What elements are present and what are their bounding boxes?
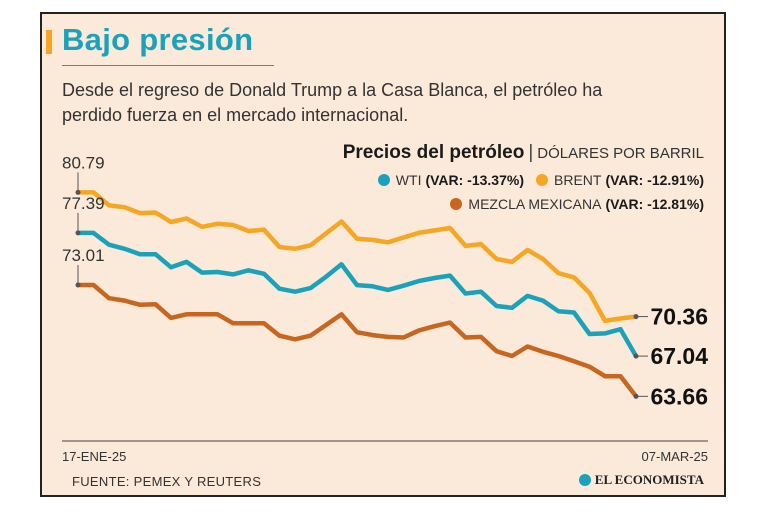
legend-label-brent: BRENT [554, 172, 602, 188]
legend-var-wti: (VAR: -13.37%) [425, 172, 524, 188]
brand-name: EL ECONOMISTA [594, 472, 704, 487]
legend-var-brent: (VAR: -12.91%) [605, 172, 704, 188]
oil-price-chart: 17-ENE-25 07-MAR-25 80.79 70.36 77.39 67.04 73… [62, 153, 708, 464]
end-value-wti: 67.04 [650, 343, 708, 369]
legend-label-mezcla: MEZCLA MEXICANA [468, 196, 602, 212]
start-value-brent: 80.79 [62, 153, 105, 172]
chart-heading: Precios del petróleo | DÓLARES POR BARRIL [343, 142, 704, 164]
title-underline [62, 65, 274, 66]
chart-heading-separator: | [528, 142, 534, 163]
series-line-brent [75, 190, 639, 324]
legend-row-2: MEZCLA MEXICANA (VAR: -12.81%) [438, 196, 704, 212]
legend-item-brent: BRENT (VAR: -12.91%) [536, 172, 704, 188]
chart-unit: DÓLARES POR BARRIL [537, 145, 704, 162]
end-value-brent: 70.36 [650, 304, 708, 330]
x-axis-end-label: 07-MAR-25 [642, 449, 708, 464]
legend-dot-mezcla [450, 198, 463, 210]
legend-item-mezcla: MEZCLA MEXICANA (VAR: -12.81%) [450, 196, 704, 212]
title-accent-bar [46, 30, 52, 54]
chart-title: Precios del petróleo [342, 142, 525, 163]
series-line-wti [75, 230, 639, 359]
brand-mark-icon [578, 474, 591, 486]
source-note: FUENTE: PEMEX Y REUTERS [72, 474, 262, 489]
legend-dot-brent [536, 174, 548, 186]
start-value-wti: 77.39 [62, 194, 105, 213]
series-line-mezcla-mexicana [75, 282, 639, 399]
legend-dot-wti [377, 174, 390, 186]
start-marker-mezcla-mexicana [75, 282, 81, 288]
start-marker-brent [75, 189, 81, 195]
end-value-mezcla-mexicana: 63.66 [650, 383, 708, 409]
x-axis-start-label: 17-ENE-25 [62, 449, 126, 464]
infographic-frame: Bajo presión Desde el regreso de Donald … [40, 12, 726, 497]
legend-item-wti: WTI (VAR: -13.37%) [377, 172, 524, 188]
brand-logo: EL ECONOMISTA [578, 472, 704, 488]
legend-row-1: WTI (VAR: -13.37%) BRENT (VAR: -12.91%) [366, 172, 704, 188]
end-marker-brent [633, 314, 639, 320]
start-value-mezcla-mexicana: 73.01 [62, 246, 105, 265]
subtitle: Desde el regreso de Donald Trump a la Ca… [62, 80, 603, 125]
legend-var-mezcla: (VAR: -12.81%) [605, 196, 704, 212]
start-marker-wti [75, 230, 81, 236]
end-marker-wti [633, 353, 639, 359]
legend-label-wti: WTI [395, 172, 422, 188]
page-title: Bajo presión [62, 22, 254, 57]
end-marker-mezcla-mexicana [633, 393, 639, 399]
